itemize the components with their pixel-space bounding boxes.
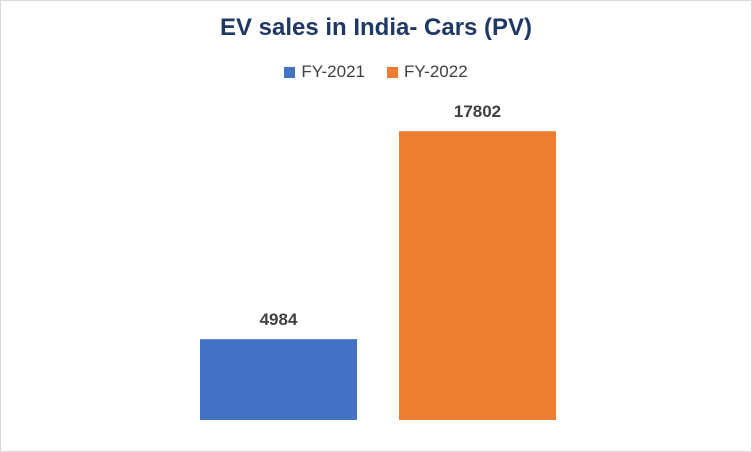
legend-label-fy2021: FY-2021 <box>301 62 365 81</box>
chart-title: EV sales in India- Cars (PV) <box>219 14 533 41</box>
legend-item-fy2022: FY-2022 <box>387 62 468 82</box>
chart-legend: FY-2021 FY-2022 <box>0 62 752 82</box>
legend-swatch-fy2022 <box>387 66 398 78</box>
bar-fy2022 <box>399 131 556 420</box>
bar-fy2021 <box>200 339 357 420</box>
legend-label-fy2022: FY-2022 <box>404 62 468 81</box>
data-label-fy2022: 17802 <box>454 102 501 121</box>
data-label-fy2021: 4984 <box>260 310 298 329</box>
legend-swatch-fy2021 <box>284 66 296 78</box>
legend-item-fy2021: FY-2021 <box>284 62 365 82</box>
